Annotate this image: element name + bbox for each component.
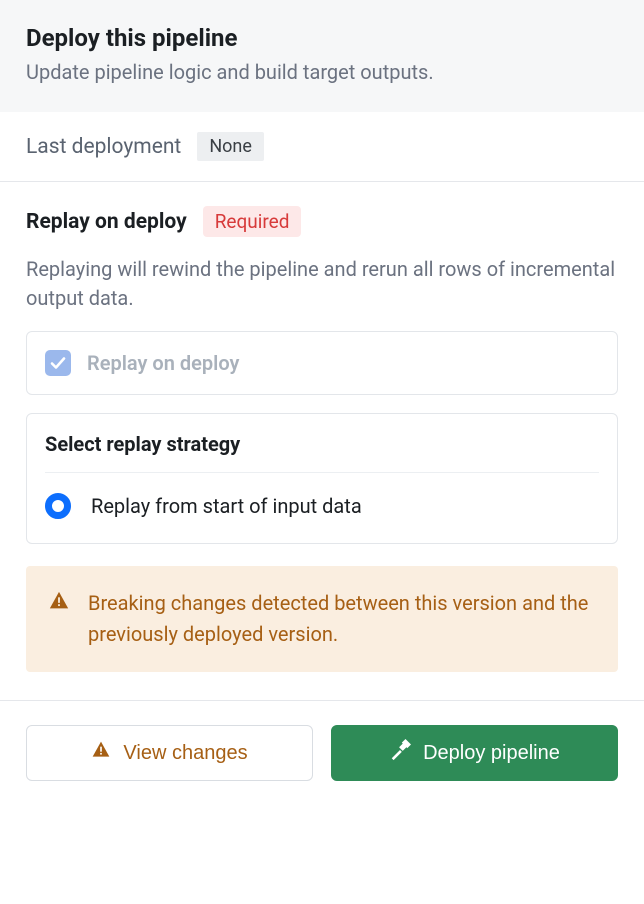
- view-changes-label: View changes: [123, 742, 247, 765]
- page-title: Deploy this pipeline: [26, 24, 618, 52]
- strategy-heading: Select replay strategy: [27, 414, 617, 472]
- warning-icon: [48, 590, 70, 616]
- last-deployment-value-badge: None: [197, 132, 264, 161]
- page-subtitle: Update pipeline logic and build target o…: [26, 60, 618, 84]
- replay-heading: Replay on deploy: [26, 210, 187, 234]
- last-deployment-section: Last deployment None: [0, 112, 644, 181]
- replay-checkbox[interactable]: [45, 350, 71, 376]
- last-deployment-label: Last deployment: [26, 135, 181, 159]
- deploy-pipeline-label: Deploy pipeline: [423, 742, 560, 765]
- warning-icon: [91, 740, 111, 766]
- replay-checkbox-card: Replay on deploy: [26, 331, 618, 395]
- replay-description: Replaying will rewind the pipeline and r…: [26, 255, 618, 313]
- hammer-icon: [389, 739, 411, 767]
- warning-text: Breaking changes detected between this v…: [88, 588, 596, 650]
- required-badge: Required: [203, 206, 302, 237]
- strategy-option-label: Replay from start of input data: [91, 494, 362, 518]
- replay-checkbox-label: Replay on deploy: [87, 351, 239, 375]
- strategy-radio[interactable]: [45, 493, 71, 519]
- footer-actions: View changes Deploy pipeline: [0, 700, 644, 805]
- view-changes-button[interactable]: View changes: [26, 725, 313, 781]
- strategy-card: Select replay strategy Replay from start…: [26, 413, 618, 544]
- check-icon: [50, 355, 66, 371]
- header-block: Deploy this pipeline Update pipeline log…: [0, 0, 644, 112]
- warning-box: Breaking changes detected between this v…: [26, 566, 618, 672]
- replay-section: Replay on deploy Required Replaying will…: [0, 182, 644, 544]
- deploy-pipeline-button[interactable]: Deploy pipeline: [331, 725, 618, 781]
